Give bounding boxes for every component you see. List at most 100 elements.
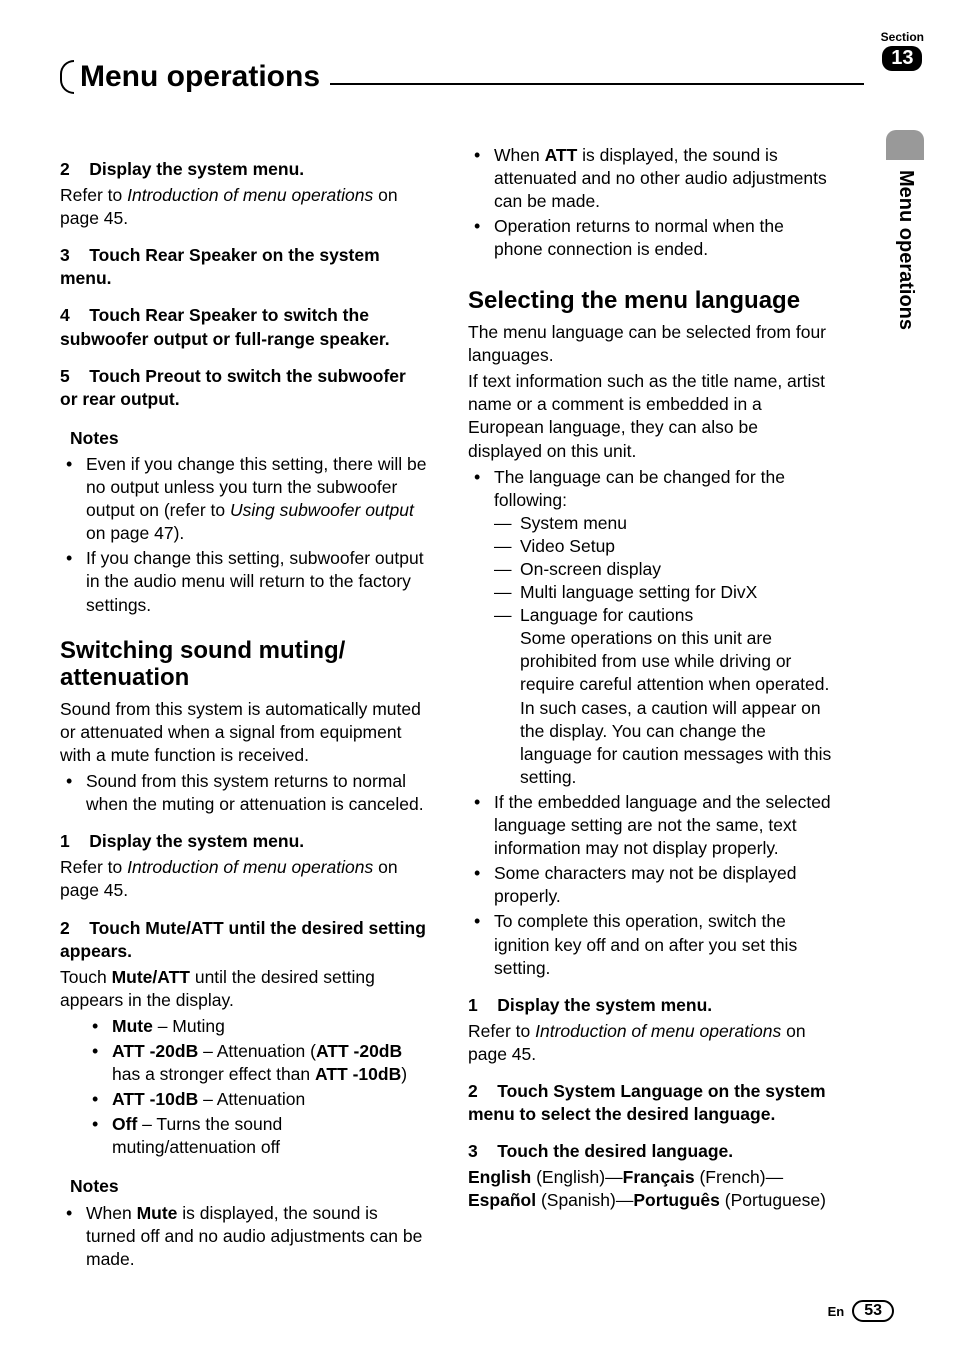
text: – Attenuation (198, 1089, 305, 1109)
page-number: 53 (852, 1300, 894, 1322)
bullet-item: To complete this operation, switch the i… (468, 910, 836, 979)
text: When (86, 1203, 137, 1223)
side-tab-cap (886, 130, 924, 160)
dash-item: Multi language setting for DivX (494, 581, 836, 604)
text-bold: Français (623, 1167, 695, 1187)
text: – Attenuation ( (198, 1041, 316, 1061)
page: Section 13 Menu operations Menu operatio… (0, 0, 954, 1352)
sub1-step-2: 2 Touch Mute/ATT until the desired setti… (60, 917, 428, 963)
option-att20: ATT -20dB – Attenuation (ATT -20dB has a… (90, 1040, 428, 1086)
text-bold: Español (468, 1190, 536, 1210)
step-title: Touch Preout to switch the subwoofer or … (60, 366, 406, 409)
step-4: 4 Touch Rear Speaker to switch the subwo… (60, 304, 428, 350)
ref-italic: Using subwoofer output (230, 500, 414, 520)
text: The language can be changed for the foll… (494, 467, 785, 510)
text: Language for cautions (520, 605, 693, 625)
sub2-step-1: 1 Display the system menu. (468, 994, 836, 1017)
step-number: 2 (60, 159, 70, 179)
text-bold: ATT (545, 145, 578, 165)
text: has a stronger effect than (112, 1064, 315, 1084)
note-item: Operation returns to normal when the pho… (468, 215, 836, 261)
bullet-item: If the embedded language and the selecte… (468, 791, 836, 860)
step-number: 4 (60, 305, 70, 325)
body-text: The menu language can be selected from f… (468, 321, 836, 367)
sub2-step-1-ref: Refer to Introduction of menu operations… (468, 1020, 836, 1066)
step-2: 2 Display the system menu. (60, 158, 428, 181)
body-text: If text information such as the title na… (468, 370, 836, 462)
text-bold: Off (112, 1114, 137, 1134)
dash-item: Video Setup (494, 535, 836, 558)
bullet-list: The language can be changed for the foll… (468, 466, 836, 980)
dash-item-para: Some operations on this unit are prohibi… (520, 627, 836, 789)
dash-item: On-screen display (494, 558, 836, 581)
step-title: Touch Rear Speaker to switch the subwoof… (60, 305, 390, 348)
step-title: Display the system menu. (497, 995, 712, 1015)
section-label: Section (881, 30, 924, 44)
step-number: 3 (468, 1141, 478, 1161)
text: Touch (60, 967, 112, 987)
side-tab: Menu operations (886, 130, 924, 330)
notes-list-cont: When ATT is displayed, the sound is atte… (468, 144, 836, 261)
header-cap-icon (60, 60, 74, 94)
step-2-ref: Refer to Introduction of menu operations… (60, 184, 428, 230)
bullet-list: Sound from this system returns to normal… (60, 770, 428, 816)
step-number: 1 (60, 831, 70, 851)
ref-italic: Introduction of menu operations (127, 185, 373, 205)
text-bold: ATT -20dB (112, 1041, 198, 1061)
left-column: 2 Display the system menu. Refer to Intr… (60, 144, 428, 1273)
text: Refer to (60, 857, 127, 877)
dash-item: System menu (494, 512, 836, 535)
text-bold: Português (633, 1190, 720, 1210)
step-title: Touch Rear Speaker on the system menu. (60, 245, 380, 288)
step-5: 5 Touch Preout to switch the subwoofer o… (60, 365, 428, 411)
page-title: Menu operations (74, 60, 330, 94)
header-rule (330, 83, 864, 85)
step-title: Touch the desired language. (497, 1141, 733, 1161)
sub1-step-1: 1 Display the system menu. (60, 830, 428, 853)
option-mute: Mute – Muting (90, 1015, 428, 1038)
header-row: Menu operations (60, 60, 864, 94)
note-item: When ATT is displayed, the sound is atte… (468, 144, 836, 213)
body-text: Sound from this system is automatically … (60, 698, 428, 767)
step-title: Touch Mute/ATT until the desired setting… (60, 918, 426, 961)
text: on page 47). (86, 523, 184, 543)
note-item: Even if you change this setting, there w… (60, 453, 428, 545)
text: ) (401, 1064, 407, 1084)
text: When (494, 145, 545, 165)
step-title: Display the system menu. (89, 831, 304, 851)
step-title: Display the system menu. (89, 159, 304, 179)
bullet-item: Sound from this system returns to normal… (60, 770, 428, 816)
step-number: 5 (60, 366, 70, 386)
section-number: 13 (882, 46, 922, 71)
text: Refer to (468, 1021, 535, 1041)
subsection-title: Selecting the menu language (468, 287, 836, 315)
section-badge: Section 13 (881, 30, 924, 71)
sub2-step-3: 3 Touch the desired language. (468, 1140, 836, 1163)
step-number: 2 (60, 918, 70, 938)
text-bold: ATT -20dB (316, 1041, 402, 1061)
option-off: Off – Turns the sound muting/attenuation… (90, 1113, 428, 1159)
note-item: When Mute is displayed, the sound is tur… (60, 1202, 428, 1271)
text: (Spanish)— (536, 1190, 633, 1210)
notes-list-1: Even if you change this setting, there w… (60, 453, 428, 617)
text: Refer to (60, 185, 127, 205)
text: – Turns the sound muting/attenuation off (112, 1114, 282, 1157)
text: (Portuguese) (720, 1190, 826, 1210)
notes-list-2: When Mute is displayed, the sound is tur… (60, 1202, 428, 1271)
footer: En 53 (828, 1300, 894, 1322)
text-bold: ATT -10dB (112, 1089, 198, 1109)
text-bold: Mute (112, 1016, 153, 1036)
sub2-step-2: 2 Touch System Language on the system me… (468, 1080, 836, 1126)
ref-italic: Introduction of menu operations (535, 1021, 781, 1041)
text-bold: Mute/ATT (112, 967, 190, 987)
body-columns: 2 Display the system menu. Refer to Intr… (60, 144, 836, 1273)
subsection-title: Switching sound muting/ attenuation (60, 637, 428, 692)
option-att10: ATT -10dB – Attenuation (90, 1088, 428, 1111)
sub1-step-2-body: Touch Mute/ATT until the desired setting… (60, 966, 428, 1012)
text-bold: Mute (137, 1203, 178, 1223)
text: (English)— (531, 1167, 622, 1187)
language-line: English (English)—Français (French)— Esp… (468, 1166, 836, 1212)
text: (French)— (695, 1167, 783, 1187)
notes-heading: Notes (70, 1175, 428, 1198)
bullet-item: Some characters may not be displayed pro… (468, 862, 836, 908)
